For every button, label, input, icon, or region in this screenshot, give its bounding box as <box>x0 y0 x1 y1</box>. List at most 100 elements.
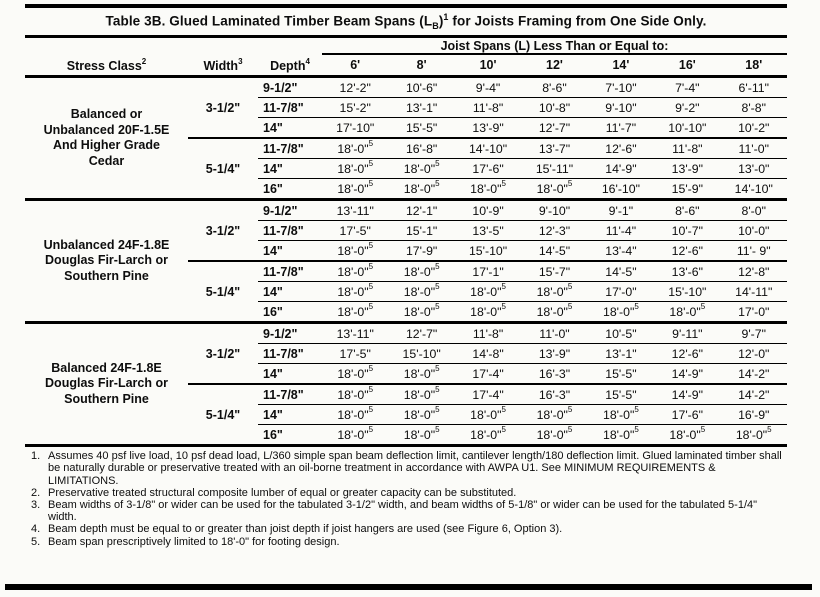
span-cell: 15'-10" <box>468 243 508 258</box>
span-cell: 15'-9" <box>671 181 703 196</box>
span-value: 18'-0" <box>603 305 635 320</box>
footnote-ref: 5 <box>368 241 374 251</box>
span-value: 18'-0" <box>403 265 436 280</box>
span-value: 18'-0" <box>470 305 502 320</box>
width-label: 3-1/2" <box>205 346 241 361</box>
span-cell: 18'-0"5 <box>322 385 388 402</box>
width-subgroup: 3-1/2" 9-1/2" 12'-2" 10'-6" 9'-4" 8'-6" 7'-10"… <box>188 78 787 140</box>
width-subgroup: 5-1/4" 11-7/8" 18'-0"5 18'-0"5 17'-1" 15'-7" 1… <box>188 262 787 321</box>
width-header: Width3 <box>203 56 243 73</box>
span-cell: 11'-4" <box>605 223 637 238</box>
footnote-text: Preservative treated structural composit… <box>48 486 517 499</box>
span-cell: 12'-6" <box>671 243 703 258</box>
span-cell: 10'-10" <box>668 120 707 135</box>
span-cell: 18'-0"5 <box>588 425 654 442</box>
table-row: 16" 18'-0"5 18'-0"5 18'-0"5 18'-0"5 16'-10" 15… <box>258 179 787 198</box>
span-cell: 9'-7" <box>741 326 766 341</box>
span-cell: 11'- 9" <box>736 243 771 258</box>
span-cell: 18'-0"5 <box>521 302 587 319</box>
table-row: 9-1/2" 13'-11" 12'-1" 10'-9" 9'-10" 9'-1" 8'-6… <box>258 201 787 222</box>
span-value: 18'-0" <box>470 182 502 197</box>
span-cell: 7'-10" <box>605 80 637 95</box>
depth-rows: 11-7/8" 18'-0"5 16'-8" 14'-10" 13'-7" 12'-6" 1… <box>258 139 787 198</box>
span-cell: 18'-0"5 <box>654 425 720 442</box>
depth-label: 11-7/8" <box>263 387 304 402</box>
top-rule <box>25 4 787 8</box>
footnote-ref: 5 <box>368 159 374 169</box>
table-row: 11-7/8" 17'-5" 15'-10" 14'-8" 13'-9" 13'-1" 12… <box>258 344 787 365</box>
span-cell: 18'-0"5 <box>322 282 388 299</box>
span-cell: 18'-0"5 <box>322 241 388 258</box>
footnote-item: 4. Beam depth must be equal to or greater… <box>25 523 787 535</box>
depth-label: 9-1/2" <box>263 203 298 218</box>
footnote-ref: 5 <box>501 405 506 415</box>
span-cell: 15'-2" <box>339 100 371 115</box>
span-cell: 9'-10" <box>538 203 571 218</box>
span-value: 18'-0" <box>470 285 502 300</box>
span-cell: 10'-0" <box>738 223 770 238</box>
span-value: 18'-0" <box>337 265 369 280</box>
stress-class-group: Balanced 24F-1.8E Douglas Fir-Larch or S… <box>25 324 787 448</box>
table-row: 16" 18'-0"5 18'-0"5 18'-0"5 18'-0"5 18'-0"5 18… <box>258 302 787 321</box>
span-value: 18'-0" <box>735 428 768 443</box>
width-subgroup: 5-1/4" 11-7/8" 18'-0"5 16'-8" 14'-10" 13'-7" 1… <box>188 139 787 198</box>
span-value: 18'-0" <box>536 182 568 197</box>
span-cell: 12'-7" <box>538 120 571 135</box>
header-spacer <box>25 38 322 55</box>
span-cell: 18'-0"5 <box>588 302 654 320</box>
span-cell: 8'-6" <box>542 80 567 95</box>
span-cell: 10'-2" <box>738 120 770 135</box>
span-cell: 16'-3" <box>538 387 571 402</box>
span-cell: 12'-6" <box>671 346 703 361</box>
depth-label: 9-1/2" <box>263 326 298 341</box>
span-value: 18'-0" <box>403 305 436 320</box>
footnote-text: Beam depth must be equal to or greater t… <box>48 523 563 536</box>
title-close-paren: ) <box>438 13 444 29</box>
depth-label: 16" <box>263 181 283 196</box>
footnote-ref: 5 <box>368 282 374 292</box>
span-cell: 14'-2" <box>738 366 770 381</box>
span-cell: 18'-0"5 <box>521 425 587 442</box>
footnote-ref: 5 <box>501 425 506 435</box>
table-row: 11-7/8" 15'-2" 13'-1" 11'-8" 10'-8" 9'-10" 9'-… <box>258 98 787 119</box>
depth-label: 16" <box>263 427 283 442</box>
span-cell: 13'-7" <box>538 141 571 156</box>
span-value: 18'-0" <box>337 428 369 443</box>
footnote-number: 5. <box>31 535 41 548</box>
span-value: 18'-0" <box>337 408 369 423</box>
span-cell: 17'-0" <box>738 304 770 319</box>
depth-header: Depth4 <box>270 56 310 73</box>
depth-rows: 9-1/2" 13'-11" 12'-7" 11'-8" 11'-0" 10'-5" 9'-… <box>258 324 787 383</box>
width-label: 5-1/4" <box>205 407 241 422</box>
depth-label: 11-7/8" <box>263 264 304 279</box>
depth-label: 14" <box>263 407 283 422</box>
depth-label: 16" <box>263 304 283 319</box>
span-value: 18'-0" <box>603 408 635 423</box>
table-row: 11-7/8" 18'-0"5 18'-0"5 17'-4" 16'-3" 15'-5" 1… <box>258 385 787 406</box>
footnote-ref: 5 <box>435 364 440 374</box>
span-value: 18'-0" <box>403 162 436 177</box>
span-cell: 15'-5" <box>405 120 438 135</box>
span-cell: 18'-0"5 <box>388 302 454 320</box>
span-cell: 8'-8" <box>741 100 766 115</box>
footnote-ref: 5 <box>368 385 374 395</box>
header-rule <box>25 75 787 79</box>
span-cell: 13'-11" <box>336 326 374 341</box>
table-3b: Table 3B. Glued Laminated Timber Beam Sp… <box>25 4 787 548</box>
span-cell: 15'-5" <box>605 366 637 381</box>
span-value: 18'-0" <box>337 182 369 197</box>
span-cell: 15'-10" <box>668 284 707 299</box>
footnote-ref: 5 <box>368 364 374 374</box>
span-cell: 17'-6" <box>671 407 703 422</box>
span-cell: 16'-10" <box>601 181 640 196</box>
span-value: 18'-0" <box>337 367 369 382</box>
depth-label: 11-7/8" <box>263 100 304 115</box>
width-label: 3-1/2" <box>205 100 241 115</box>
footnote-number: 4. <box>31 523 41 536</box>
footnote-ref: 5 <box>634 425 639 435</box>
span-value: 18'-0" <box>536 285 568 300</box>
group-rows: 3-1/2" 9-1/2" 12'-2" 10'-6" 9'-4" 8'-6" 7'-10"… <box>188 78 787 198</box>
width-label: 5-1/4" <box>205 161 241 176</box>
span-value: 18'-0" <box>403 367 436 382</box>
span-cell: 13'-4" <box>605 243 637 258</box>
